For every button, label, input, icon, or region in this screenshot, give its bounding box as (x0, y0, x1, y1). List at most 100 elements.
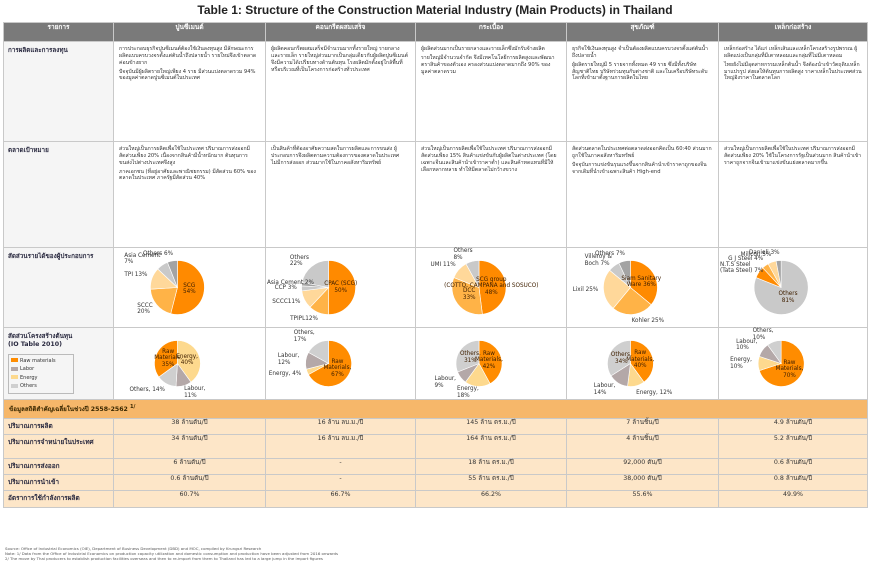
cost-row-label: สัดส่วนโครงสร้างต้นทุน (IO Table 2010) R… (3, 327, 114, 400)
pie-slice-others (167, 260, 178, 288)
pie-label: Danieli 3% (748, 250, 780, 257)
pie-label: Millcon 5% (740, 252, 772, 258)
share-pie-chart (753, 260, 809, 315)
stats-value: 38 ล้านตัน/ปี (113, 418, 266, 436)
paragraph: ส่วนใหญ่เป็นการผลิตเพื่อใช้ในประเทศ ปริม… (724, 146, 862, 166)
header-row: รายการ ปูนซีเมนต์ คอนกรีตผสมเสร็จ กระเบื… (3, 22, 868, 42)
paragraph: ส่วนใหญ่เป็นการผลิตเพื่อใช้ในประเทศ ปริม… (119, 146, 251, 166)
pie-label: SCCC11% (272, 299, 301, 306)
pie-label: SCG 54% (182, 282, 196, 296)
stats-value: 4.9 ล้านตัน/ปี (718, 418, 868, 436)
pie-slice-others (607, 340, 631, 377)
column-header-tiles: กระเบื้อง (415, 22, 567, 42)
stats-value: 6 ล้านตัน/ปี (113, 458, 266, 476)
pie-label: Energy, 18% (457, 386, 479, 399)
share-row: สัดส่วนรายได้ของผู้ประกอบการ SCG 54% SCCC 2… (3, 247, 868, 328)
market-cell-concrete: เป็นสินค้าที่ต้องอาศัยความสดในการผลิตและ… (265, 141, 416, 248)
column-header-sanitary: สุขภัณฑ์ (566, 22, 719, 42)
stats-value: 145 ล้าน ตร.ม./ปี (415, 418, 567, 436)
column-header-cement: ปูนซีเมนต์ (113, 22, 266, 42)
paragraph: รายใหญ่มีจำนวนจำกัด จึงมีเทคโนโลยีการผลิ… (421, 54, 555, 75)
cost-row-title: สัดส่วนโครงสร้างต้นทุน (8, 333, 73, 340)
market-cell-tiles: ส่วนใหญ่เป็นการผลิตเพื่อใช้ในประเทศ ปริม… (415, 141, 567, 248)
pie-slice-others (618, 260, 631, 288)
cost-row-subtitle: (IO Table 2010) (8, 341, 63, 349)
paragraph: สัดส่วนตลาดในประเทศต่อตลาดส่งออกคิดเป็น … (572, 146, 712, 159)
cost-pie-chart (455, 340, 503, 387)
stats-value: 0.8 ล้านตัน/ปี (718, 474, 868, 492)
cost-pie-chart (757, 340, 805, 387)
pie-label: Energy, 40% (176, 353, 198, 367)
pie-slice-siam-sanitary-ware (630, 260, 658, 306)
stats-value: 4 ล้านชิ้น/ปี (566, 434, 719, 460)
stats-row: ปริมาณการนำเข้า 0.6 ล้านตัน/ปี - 55 ล้าน… (3, 474, 868, 492)
pie-label: Others 22% (289, 254, 310, 268)
pie-slice-raw-materials (308, 340, 352, 387)
stats-value: 16 ล้าน ลบ.ม./ปี (265, 418, 416, 436)
pie-label: TPI 13% (124, 272, 148, 279)
share-pie-chart (451, 260, 507, 315)
stats-row: ปริมาณการจำหน่ายในประเทศ 34 ล้านตัน/ปี 1… (3, 434, 868, 460)
pie-label: Labour, 10% (736, 338, 758, 352)
cost-pie-cell: Raw Materials, 40% Energy, 12% Labour, 14% Oth… (566, 327, 719, 400)
pie-label: Others, 34% (610, 352, 632, 365)
column-header-steel: เหล็กก่อสร้าง (718, 22, 868, 42)
cost-pie-chart (305, 340, 352, 387)
column-header-concrete: คอนกรีตผสมเสร็จ (265, 22, 416, 42)
paragraph: ไทยยังไม่มีอุตสาหกรรมเหล็กต้นน้ำ จึงต้อง… (724, 61, 862, 82)
share-pie-cell: Others 81% N.T.S Steel (Tata Steel) 7% G J S… (718, 247, 868, 328)
cost-pie-cell: Raw Materials, 42% Energy, 18% Labour, 9% Other… (415, 327, 567, 400)
pie-slice-scg-group (478, 260, 507, 315)
pie-slice-danieli (775, 260, 782, 288)
paragraph: ผู้ผลิตคอนกรีตผสมเสร็จมีจำนวนมากทั้งรายใ… (271, 46, 408, 73)
stats-value: 92,000 ตัน/ปี (566, 458, 719, 476)
pie-label: Kohler 25% (631, 317, 665, 324)
structure-table: รายการ ปูนซีเมนต์ คอนกรีตผสมเสร็จ กระเบื… (3, 22, 868, 509)
pie-label: N.T.S Steel (Tata Steel) 7% (720, 261, 764, 275)
share-pie-chart (301, 260, 356, 315)
pie-slice-cpac-scg- (328, 260, 356, 315)
cost-row: สัดส่วนโครงสร้างต้นทุน (IO Table 2010) R… (3, 327, 868, 400)
pie-slice-lixil (603, 269, 631, 309)
legend-item: Labor (11, 366, 41, 373)
paragraph: ปัจจุบันการแข่งขันรุนแรงขึ้นจากสินค้านำเ… (572, 161, 707, 175)
legend-swatch-labor (11, 366, 18, 371)
legend-label: Raw materials (20, 357, 56, 364)
stats-row: อัตราการใช้กำลังการผลิต 60.7% 66.7% 66.2… (3, 490, 868, 509)
pie-label: Others, 14% (129, 387, 165, 394)
legend-label: Energy (20, 374, 38, 381)
stats-value: 164 ล้าน ตร.ม./ปี (415, 434, 567, 460)
stats-row: ปริมาณการผลิต 38 ล้านตัน/ปี 16 ล้าน ลบ.ม… (3, 418, 868, 436)
pie-slice-others (301, 260, 329, 288)
cost-pie-cell: Raw Materials, 70% Energy, 10% Labour, 10% Othe… (718, 327, 868, 400)
share-pie-chart (150, 260, 205, 315)
legend-item: Raw materials (11, 358, 56, 365)
stats-label: ปริมาณการส่งออก (3, 458, 114, 476)
pie-label: Others 7% (595, 250, 625, 257)
stats-value: 60.7% (113, 490, 266, 509)
stats-value: 49.9% (718, 490, 868, 509)
legend-swatch-raw (11, 358, 18, 363)
share-pie-cell: SCG 54% SCCC 20% TPI 13% Asia Cement 7% Others … (113, 247, 266, 328)
stats-value: 38,000 ตัน/ปี (566, 474, 719, 492)
pie-label: Others 8% (453, 248, 473, 261)
stats-value: - (265, 474, 416, 492)
production-row-label: การผลิตและการลงทุน (3, 41, 114, 142)
paragraph: ส่วนใหญ่เป็นการผลิตเพื่อใช้ในประเทศ ปริม… (421, 146, 557, 173)
cost-legend: Raw materials Labor Energy Others (8, 353, 74, 394)
legend-label: Labor (20, 366, 35, 373)
pie-label: Others, 17% (293, 330, 315, 343)
pie-label: Raw Materials, 70% (775, 359, 804, 379)
stats-label: ปริมาณการจำหน่ายในประเทศ (3, 434, 114, 460)
stats-value: 55.6% (566, 490, 719, 509)
production-cell-tiles: ผู้ผลิตส่วนมากเป็นรายกลางและรายเล็กซึ่งม… (415, 41, 567, 142)
stats-label: ปริมาณการผลิต (3, 418, 114, 436)
pie-label: CCP 3% (274, 285, 297, 292)
pie-label: Villeroy & Boch 7% (584, 254, 612, 267)
stats-value: 66.7% (265, 490, 416, 509)
pie-label: Asia Cement 2% (267, 279, 314, 286)
stats-header-row: ข้อมูลสถิติสำคัญเฉลี่ยในช่วงปี 2558-2562… (3, 398, 868, 420)
legend-label: Others (20, 383, 37, 390)
paragraph: ปัจจุบันมีผู้ผลิตรายใหญ่เพียง 4 ราย มีส่… (119, 68, 256, 82)
share-pie-cell: SCG group (COTTO, CAMPANA and SOSUCO) 48% D… (415, 247, 567, 328)
